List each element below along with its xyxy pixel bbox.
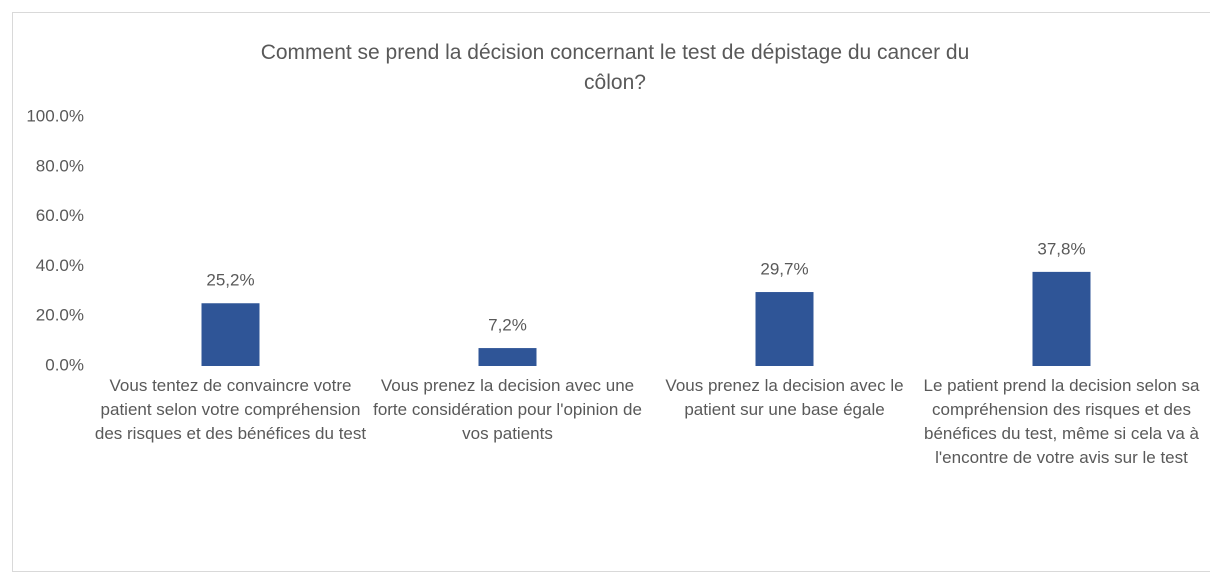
x-tick-label: Le patient prend la decision selon sa co… xyxy=(923,376,1200,467)
y-tick-label: 100.0% xyxy=(26,106,84,125)
x-tick-label: Vous tentez de convaincre votre patient … xyxy=(94,376,367,443)
page: 0.0% 20.0% 40.0% 60.0% 80.0% 100.0% 25,2% 7,2% 2… xyxy=(12,12,1210,572)
x-tick-label: Vous prenez la decision avec le patient … xyxy=(665,376,904,419)
data-label: 7,2% xyxy=(488,316,527,335)
chart: 0.0% 20.0% 40.0% 60.0% 80.0% 100.0% 25,2% 7,2% 2… xyxy=(26,106,1091,374)
y-tick-label: 80.0% xyxy=(36,156,84,175)
data-label: 29,7% xyxy=(760,260,808,279)
y-tick-label: 60.0% xyxy=(36,206,84,225)
y-tick-label: 40.0% xyxy=(36,256,84,275)
y-tick-label: 0.0% xyxy=(45,355,84,374)
bar xyxy=(755,292,814,366)
x-tick-label: Vous prenez la decision avec une forte c… xyxy=(373,376,642,443)
bar xyxy=(1032,271,1091,366)
bar xyxy=(201,303,260,366)
y-tick-label: 20.0% xyxy=(36,306,84,325)
data-label: 25,2% xyxy=(206,271,254,290)
chart-title: Comment se prend la décision concernant … xyxy=(260,41,970,94)
data-label: 37,8% xyxy=(1037,239,1085,258)
bar xyxy=(478,348,537,366)
